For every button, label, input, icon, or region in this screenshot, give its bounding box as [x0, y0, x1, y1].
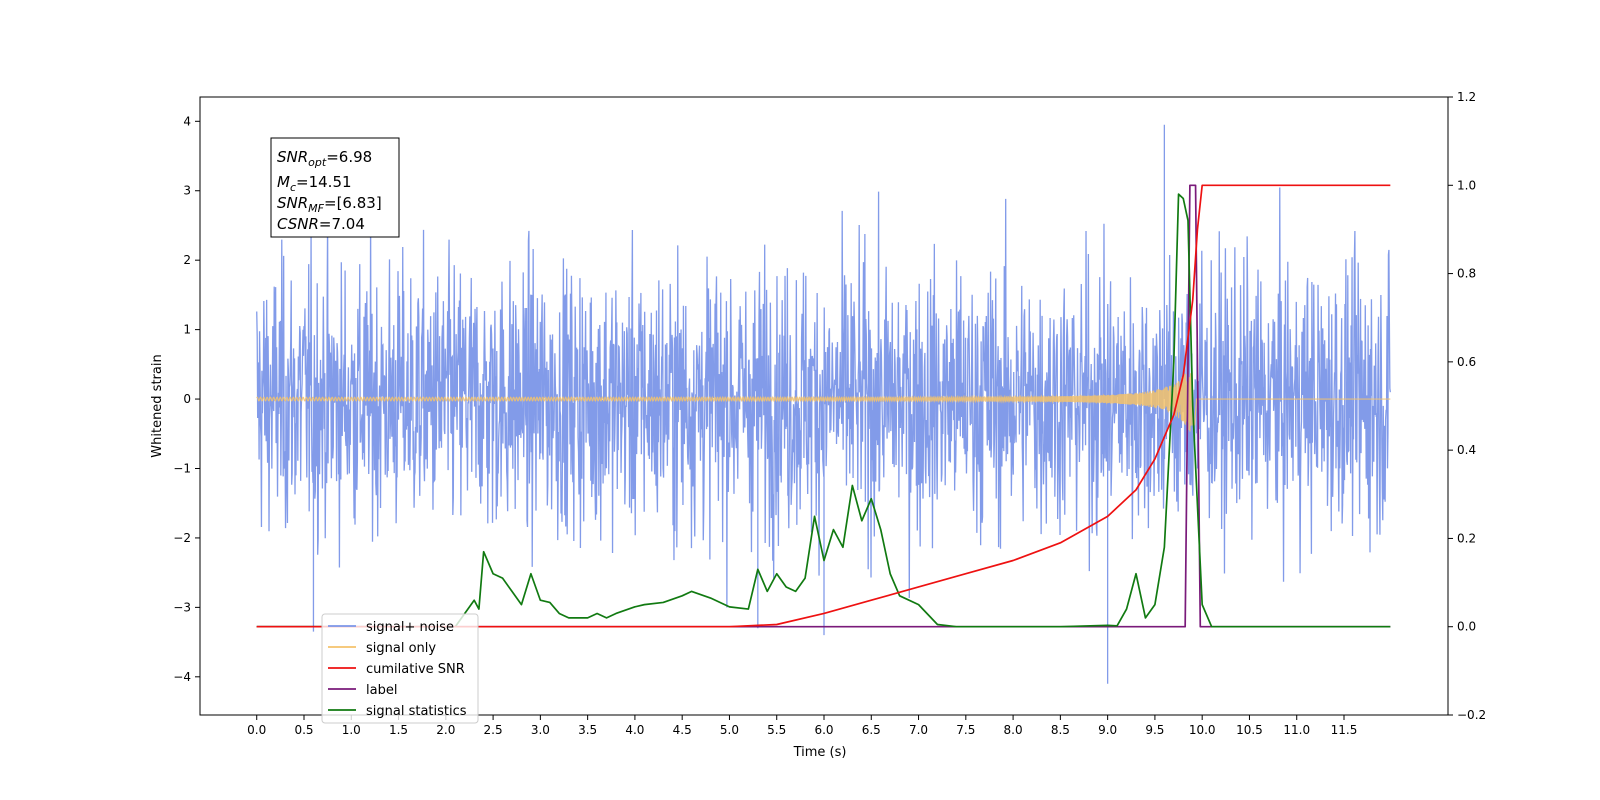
- x-tick-label: 8.5: [1051, 723, 1070, 737]
- x-tick-label: 5.5: [767, 723, 786, 737]
- y-tick-label: 3: [183, 184, 191, 198]
- y-axis-label: Whitened strain: [150, 354, 165, 457]
- y-tick-label: −3: [173, 600, 191, 614]
- y-axis-left: −4 −3 −2 −1 0 1 2 3 4: [173, 114, 200, 684]
- cumilative-snr-line: [256, 184, 1391, 628]
- y-tick-label: −1: [173, 461, 191, 475]
- x-tick-label: 7.0: [909, 723, 928, 737]
- annotation-line: CSNR=7.04: [277, 215, 365, 233]
- y-tick-label: 1: [183, 323, 191, 337]
- series-cumilative-snr: [256, 184, 1391, 628]
- y2-tick-label: 0.0: [1457, 620, 1476, 634]
- x-axis: 0.0 0.5 1.0 1.5 2.0 2.5 3.0 3.5 4.0 4.5 5.0 5.5 6.0 6…: [247, 715, 1357, 737]
- x-tick-label: 5.0: [720, 723, 739, 737]
- x-tick-label: 11.5: [1331, 723, 1358, 737]
- signal-statistics-line: [256, 193, 1391, 628]
- y-tick-label: −4: [173, 670, 191, 684]
- x-tick-label: 8.0: [1004, 723, 1023, 737]
- x-tick-label: 10.0: [1189, 723, 1216, 737]
- x-tick-label: 3.0: [531, 723, 550, 737]
- y2-tick-label: −0.2: [1457, 708, 1486, 722]
- annotation-line: SNRMF=[6.83]: [277, 194, 382, 215]
- x-tick-label: 10.5: [1236, 723, 1263, 737]
- series-signal-statistics: [256, 193, 1391, 628]
- x-tick-label: 9.5: [1145, 723, 1164, 737]
- y-tick-label: 0: [183, 392, 191, 406]
- x-tick-label: 9.0: [1098, 723, 1117, 737]
- y2-tick-label: 0.8: [1457, 267, 1476, 281]
- y2-tick-label: 1.2: [1457, 90, 1476, 104]
- legend-label: signal only: [366, 641, 436, 656]
- y2-tick-label: 0.4: [1457, 443, 1476, 457]
- x-tick-label: 1.0: [342, 723, 361, 737]
- x-tick-label: 7.5: [956, 723, 975, 737]
- x-tick-label: 0.5: [294, 723, 313, 737]
- y2-tick-label: 0.2: [1457, 531, 1476, 545]
- y-tick-label: −2: [173, 531, 191, 545]
- x-tick-label: 6.5: [862, 723, 881, 737]
- series-signal-noise: [256, 124, 1391, 684]
- signal-only-line: [256, 362, 1391, 432]
- legend-label: signal statistics: [366, 704, 467, 719]
- signal-noise-line: [256, 124, 1391, 684]
- x-tick-label: 0.0: [247, 723, 266, 737]
- annotation-line: SNRopt=6.98: [277, 148, 372, 169]
- x-tick-label: 11.0: [1283, 723, 1310, 737]
- legend-label: signal+ noise: [366, 620, 454, 635]
- x-tick-label: 4.5: [673, 723, 692, 737]
- annotation-box: [270, 137, 400, 238]
- x-tick-label: 2.5: [484, 723, 503, 737]
- x-tick-label: 4.0: [625, 723, 644, 737]
- y-tick-label: 4: [183, 114, 191, 128]
- series-signal-only: [256, 362, 1391, 432]
- x-tick-label: 1.5: [389, 723, 408, 737]
- y-axis-right: −0.2 0.0 0.2 0.4 0.6 0.8 1.0 1.2: [1448, 90, 1486, 722]
- y2-tick-label: 1.0: [1457, 178, 1476, 192]
- annotation-line: Mc=14.51: [277, 173, 352, 194]
- x-axis-label: Time (s): [793, 745, 847, 760]
- y2-tick-label: 0.6: [1457, 355, 1476, 369]
- x-tick-label: 3.5: [578, 723, 597, 737]
- legend-label: cumilative SNR: [366, 662, 465, 677]
- legend: signal+ noise signal only cumilative SNR la…: [321, 613, 479, 724]
- x-tick-label: 6.0: [814, 723, 833, 737]
- legend-box: [321, 613, 479, 724]
- x-tick-label: 2.0: [436, 723, 455, 737]
- legend-label: label: [366, 683, 397, 698]
- plot-area: [256, 124, 1391, 684]
- y-tick-label: 2: [183, 253, 191, 267]
